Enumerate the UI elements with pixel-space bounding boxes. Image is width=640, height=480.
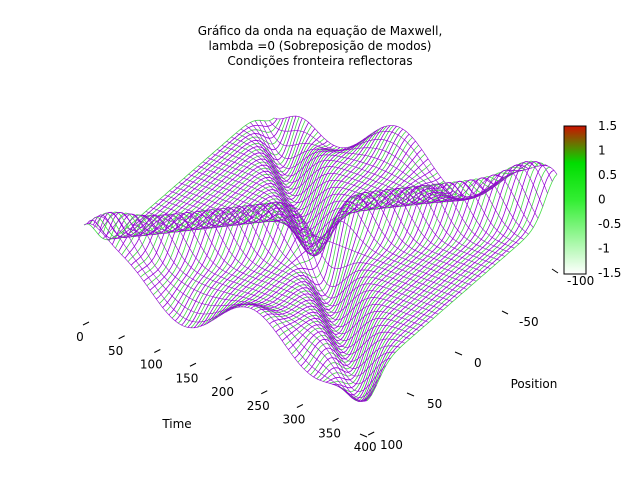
colorbar-tick-label: -0.5: [598, 217, 621, 231]
surface-line: [360, 167, 551, 402]
axis-tick: [332, 417, 339, 422]
position-tick-label: -50: [519, 315, 539, 329]
time-tick-label: 400: [354, 440, 377, 454]
time-tick-label: 300: [282, 413, 305, 427]
chart-title-line-1: Gráfico da onda na equação de Maxwell,: [197, 24, 443, 38]
surface-line: [254, 120, 539, 219]
axis-tick: [551, 268, 559, 274]
axis-tick: [82, 321, 90, 326]
surface-line: [169, 190, 453, 302]
surface-line: [121, 213, 406, 362]
colorbar-tick-label: -1.5: [598, 266, 621, 280]
surface-line: [174, 186, 458, 298]
axis-tick: [189, 362, 197, 367]
surface-line: [197, 165, 482, 278]
time-tick-label: 100: [140, 358, 163, 372]
time-tick-label: 350: [318, 426, 341, 440]
surface-line: [240, 128, 524, 240]
surface-line: [102, 213, 387, 392]
position-tick-label: 100: [380, 438, 403, 452]
surface-line: [245, 125, 529, 235]
surface-line: [221, 145, 505, 257]
surface-line: [118, 122, 309, 252]
position-tick-label: 50: [427, 397, 442, 411]
axis-tick: [359, 433, 368, 438]
surface-line: [145, 206, 429, 328]
surface-line: [212, 153, 496, 265]
surface-line: [193, 169, 477, 282]
chart-title-line-2: lambda =0 (Sobreposição de modos): [208, 39, 432, 53]
surface-line: [363, 169, 555, 402]
axis-tick: [154, 349, 161, 353]
surface-line: [216, 149, 501, 261]
surface-line: [226, 141, 510, 253]
surface-mesh: [83, 115, 558, 402]
surface-line: [88, 215, 373, 402]
surface-line: [127, 131, 319, 262]
colorbar-tick-label: 1.5: [598, 119, 617, 133]
surface-line: [235, 132, 520, 245]
surface-line: [126, 212, 410, 355]
position-tick-label: -100: [567, 274, 594, 288]
axis-tick: [367, 431, 375, 436]
surface-line: [155, 202, 439, 315]
surface-line: [264, 120, 548, 200]
colorbar-tick-label: -1: [598, 242, 610, 256]
surface-line: [202, 161, 486, 274]
surface-line: [93, 212, 377, 402]
surface-line: [98, 211, 382, 399]
axes: 050100150200250300350400Time-100-5005010…: [76, 119, 621, 454]
axis-tick: [454, 351, 463, 356]
surface-line: [112, 215, 396, 377]
colorbar-tick-label: 1: [598, 144, 606, 158]
colorbar-tick-label: 0: [598, 193, 606, 207]
time-tick-label: 250: [247, 399, 270, 413]
surface-line: [83, 223, 368, 402]
surface-line: [207, 157, 491, 269]
surface-line: [140, 207, 425, 335]
surface-line: [250, 122, 534, 228]
chart-title-line-3: Condições fronteira reflectoras: [227, 54, 413, 68]
surface-line: [117, 214, 401, 369]
axis-tick: [501, 310, 509, 315]
time-tick-label: 0: [76, 330, 84, 344]
surface-line: [178, 182, 463, 294]
axis-tick: [406, 392, 415, 397]
surface-line: [269, 120, 553, 200]
surface-line: [159, 198, 444, 311]
surface-line: [183, 178, 467, 290]
axis-tick: [225, 376, 232, 381]
position-tick-label: 0: [474, 356, 482, 370]
surface-line: [150, 205, 434, 321]
time-tick-label: 50: [108, 344, 123, 358]
axis-tick: [261, 390, 268, 395]
x-axis-label: Time: [161, 417, 191, 431]
surface-line: [131, 210, 415, 348]
time-tick-label: 200: [211, 385, 234, 399]
axis-tick: [118, 335, 125, 340]
time-tick-label: 150: [175, 371, 198, 385]
colorbar: [563, 125, 587, 275]
colorbar-tick-label: 0.5: [598, 168, 617, 182]
axis-tick: [296, 404, 304, 408]
y-axis-label: Position: [511, 377, 558, 391]
surface-line: [273, 115, 558, 197]
surface-line: [231, 136, 515, 249]
